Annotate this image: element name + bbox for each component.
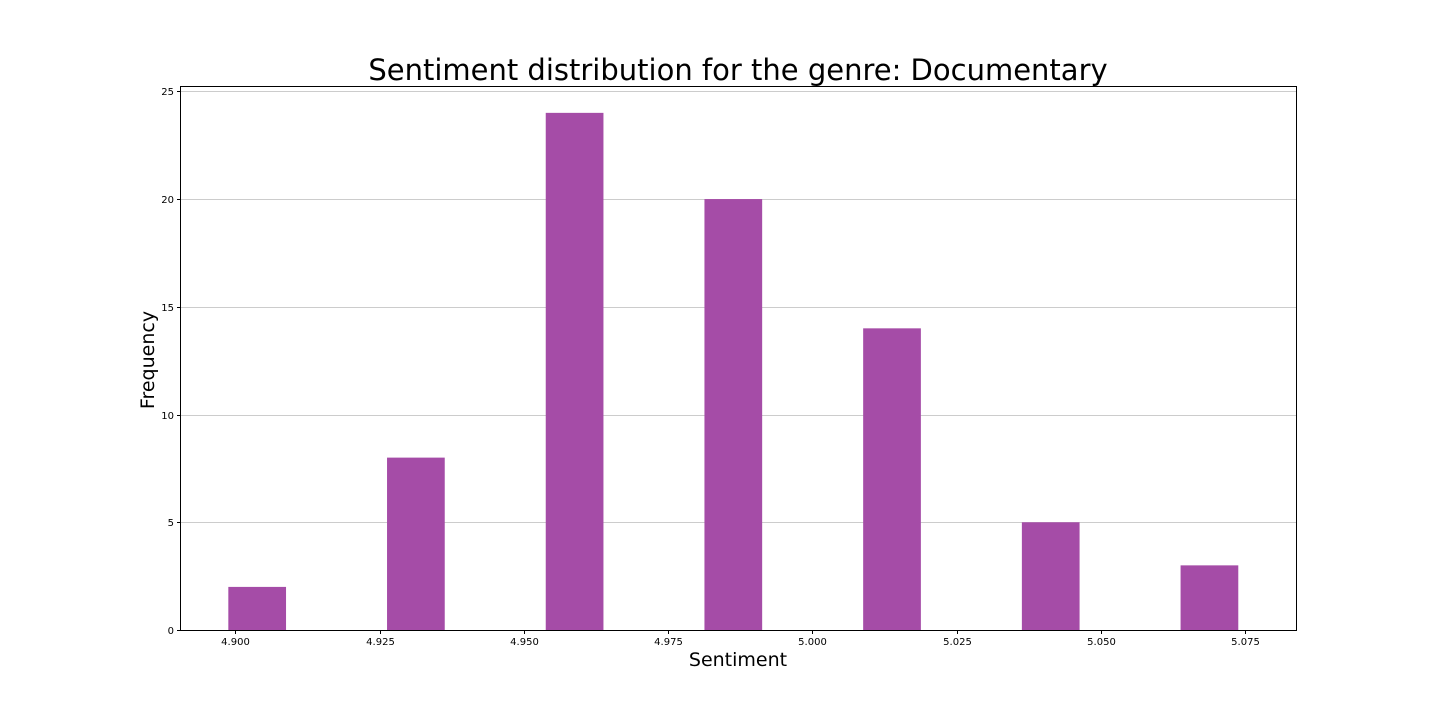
histogram-bar (863, 328, 921, 630)
x-tick-label: 4.925 (366, 637, 395, 648)
x-tick-label: 4.950 (510, 637, 539, 648)
y-tick-label: 10 (161, 411, 174, 422)
x-tick-label: 5.050 (1087, 637, 1116, 648)
plot-frame (180, 86, 1297, 631)
x-tick-label: 5.075 (1231, 637, 1260, 648)
histogram-bar (545, 112, 604, 631)
histogram-bar (1021, 522, 1080, 630)
x-tick-label: 4.975 (654, 637, 683, 648)
x-tick-label: 5.000 (798, 637, 827, 648)
histogram-bar (387, 457, 445, 630)
chart-title: Sentiment distribution for the genre: Do… (368, 53, 1107, 87)
x-axis-label: Sentiment (689, 649, 787, 671)
x-tick-label: 5.025 (943, 637, 972, 648)
y-tick-label: 15 (161, 303, 174, 314)
y-tick-label: 0 (168, 626, 174, 637)
histogram-bar (1180, 565, 1239, 630)
histogram-bar (228, 586, 287, 630)
histogram-bar (704, 199, 763, 631)
y-tick-label: 5 (168, 518, 174, 529)
x-axis-ticks: 4.900 4.925 4.950 4.975 5.000 5.025 5.050 5.075 (221, 630, 1260, 648)
y-axis-ticks: 0 5 10 15 20 25 (161, 87, 181, 637)
bars (228, 112, 1239, 631)
y-axis-label: Frequency (137, 311, 159, 409)
y-tick-label: 20 (161, 195, 174, 206)
y-tick-label: 25 (161, 87, 174, 98)
x-tick-label: 4.900 (221, 637, 250, 648)
